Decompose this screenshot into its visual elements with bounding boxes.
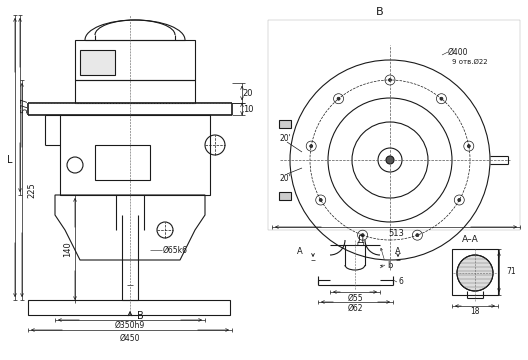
- Circle shape: [361, 234, 364, 237]
- Text: В: В: [376, 7, 384, 17]
- Text: 9 отв.Ø22: 9 отв.Ø22: [452, 59, 488, 65]
- Text: Ø350h9: Ø350h9: [115, 320, 145, 329]
- Circle shape: [440, 97, 443, 100]
- Text: 225: 225: [27, 182, 36, 198]
- Bar: [279, 120, 291, 128]
- Text: А: А: [297, 248, 303, 256]
- Text: 10: 10: [243, 104, 253, 113]
- Circle shape: [467, 145, 470, 148]
- Bar: [80, 50, 115, 75]
- Circle shape: [457, 255, 493, 291]
- Circle shape: [416, 234, 419, 237]
- Text: 20: 20: [243, 89, 253, 98]
- Bar: [75, 40, 195, 80]
- Text: B: B: [137, 311, 144, 321]
- Text: 6: 6: [398, 278, 403, 287]
- Text: Ø400: Ø400: [448, 48, 468, 57]
- Bar: [268, 20, 520, 230]
- Bar: [75, 80, 195, 103]
- Circle shape: [337, 97, 340, 100]
- Text: 140: 140: [63, 241, 72, 257]
- Circle shape: [319, 198, 322, 202]
- Circle shape: [386, 156, 394, 164]
- Text: 20': 20': [279, 134, 291, 143]
- Text: Ø450: Ø450: [120, 333, 140, 342]
- Text: Ø55: Ø55: [347, 293, 363, 302]
- Text: А–А: А–А: [461, 235, 478, 244]
- Circle shape: [458, 198, 461, 202]
- Bar: [452, 249, 498, 295]
- Bar: [279, 192, 291, 200]
- Bar: [95, 145, 150, 180]
- Text: 513: 513: [388, 229, 404, 238]
- Circle shape: [389, 78, 391, 81]
- Text: А: А: [395, 248, 401, 256]
- Text: Ø65k6: Ø65k6: [163, 246, 188, 255]
- Text: 71: 71: [506, 267, 516, 276]
- Text: Ø62: Ø62: [347, 303, 363, 312]
- Circle shape: [310, 145, 313, 148]
- Bar: [28, 300, 230, 315]
- Text: 577: 577: [21, 97, 30, 113]
- Text: b: b: [387, 261, 392, 270]
- Text: Д: Д: [356, 235, 364, 245]
- Text: 20': 20': [279, 174, 291, 183]
- Text: 18: 18: [470, 307, 480, 316]
- Bar: [60, 115, 210, 195]
- Text: L: L: [7, 155, 13, 165]
